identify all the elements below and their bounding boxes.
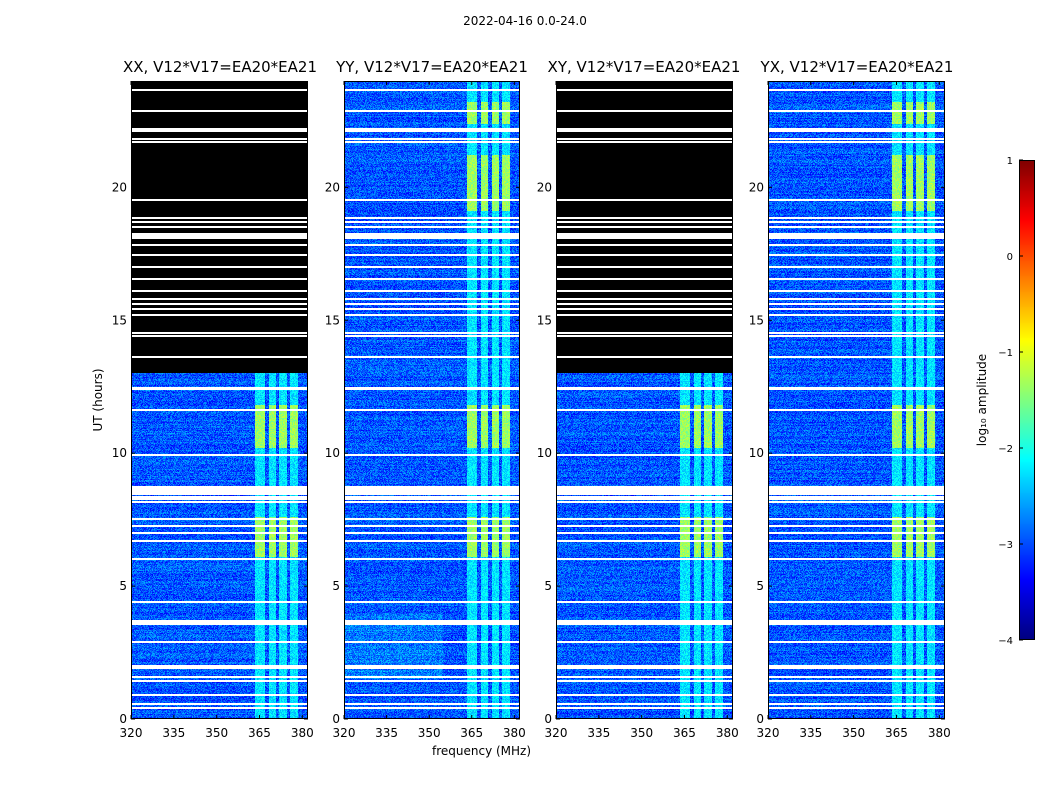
x-tick-label: 350	[630, 726, 653, 740]
y-tick-label: 20	[112, 180, 127, 194]
x-tick-label: 350	[205, 726, 228, 740]
colorbar-tick-label: 0	[1007, 252, 1013, 263]
colorbar-tick-label: −2	[998, 444, 1013, 455]
y-tick-label: 20	[749, 180, 764, 194]
colorbar-frame	[1019, 160, 1035, 640]
heatmap-yy	[344, 81, 520, 719]
x-tick-label: 350	[418, 726, 441, 740]
x-tick-label: 380	[716, 726, 739, 740]
y-axis-label: UT (hours)	[91, 368, 105, 432]
x-tick-label: 380	[503, 726, 526, 740]
y-tick-label: 10	[325, 446, 340, 460]
x-tick-label: 320	[757, 726, 780, 740]
x-tick-label: 380	[928, 726, 951, 740]
x-tick-label: 365	[460, 726, 483, 740]
colorbar-tick-label: 1	[1007, 156, 1013, 167]
figure-title: 2022-04-16 0.0-24.0	[463, 14, 587, 28]
y-tick-label: 10	[537, 446, 552, 460]
colorbar-tick-label: −4	[998, 636, 1013, 647]
y-tick-label: 10	[112, 446, 127, 460]
panel-title-xx: XX, V12*V17=EA20*EA21	[122, 58, 318, 76]
colorbar-label: log₁₀ amplitude	[975, 353, 989, 447]
y-tick-label: 10	[749, 446, 764, 460]
panel-title-xy: XY, V12*V17=EA20*EA21	[547, 58, 741, 76]
x-tick-label: 320	[120, 726, 143, 740]
x-tick-label: 335	[162, 726, 185, 740]
axes-frame	[768, 81, 945, 719]
heatmap-xx	[131, 81, 308, 719]
panel-title-yy: YY, V12*V17=EA20*EA21	[336, 58, 528, 76]
y-tick-label: 20	[325, 180, 340, 194]
x-axis-label: frequency (MHz)	[432, 744, 532, 758]
y-tick-label: 5	[332, 579, 340, 593]
axes-frame	[344, 81, 520, 719]
y-tick-label: 0	[544, 712, 552, 726]
y-tick-label: 5	[756, 579, 764, 593]
heatmap-yx	[768, 81, 945, 719]
axes-frame	[131, 81, 308, 719]
y-tick-label: 0	[332, 712, 340, 726]
heatmap-xy	[556, 81, 733, 719]
x-tick-label: 365	[885, 726, 908, 740]
y-tick-label: 15	[112, 313, 127, 327]
x-tick-label: 350	[842, 726, 865, 740]
y-tick-label: 15	[325, 313, 340, 327]
y-tick-label: 15	[749, 313, 764, 327]
x-tick-label: 335	[799, 726, 822, 740]
x-tick-label: 365	[673, 726, 696, 740]
x-tick-label: 335	[587, 726, 610, 740]
panel-title-yx: YX, V12*V17=EA20*EA21	[760, 58, 954, 76]
y-tick-label: 5	[119, 579, 127, 593]
x-tick-label: 380	[291, 726, 314, 740]
y-tick-label: 0	[119, 712, 127, 726]
x-tick-label: 365	[248, 726, 271, 740]
colorbar	[1019, 160, 1035, 640]
colorbar-tick-label: −1	[998, 348, 1013, 359]
y-tick-label: 15	[537, 313, 552, 327]
y-tick-label: 5	[544, 579, 552, 593]
y-tick-label: 20	[537, 180, 552, 194]
axes-frame	[556, 81, 733, 719]
x-tick-label: 320	[545, 726, 568, 740]
y-tick-label: 0	[756, 712, 764, 726]
x-tick-label: 320	[333, 726, 356, 740]
x-tick-label: 335	[375, 726, 398, 740]
colorbar-tick-label: −3	[998, 540, 1013, 551]
